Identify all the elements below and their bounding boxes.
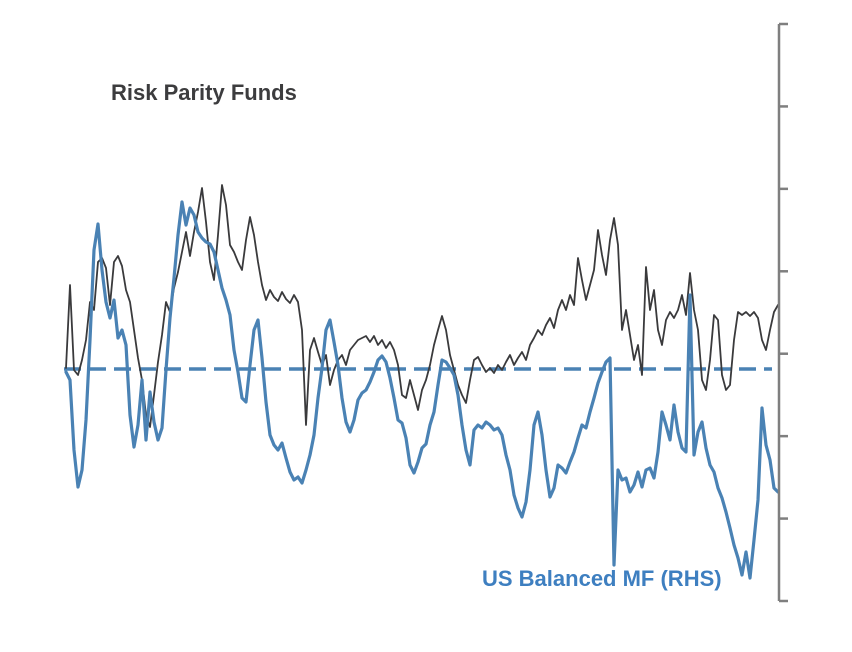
right-axis (777, 22, 788, 603)
us-balanced-series-label: US Balanced MF (RHS) (482, 566, 722, 591)
risk-parity-series-label: Risk Parity Funds (111, 80, 297, 105)
us-balanced-line (64, 200, 780, 580)
risk-parity-line (65, 184, 779, 428)
